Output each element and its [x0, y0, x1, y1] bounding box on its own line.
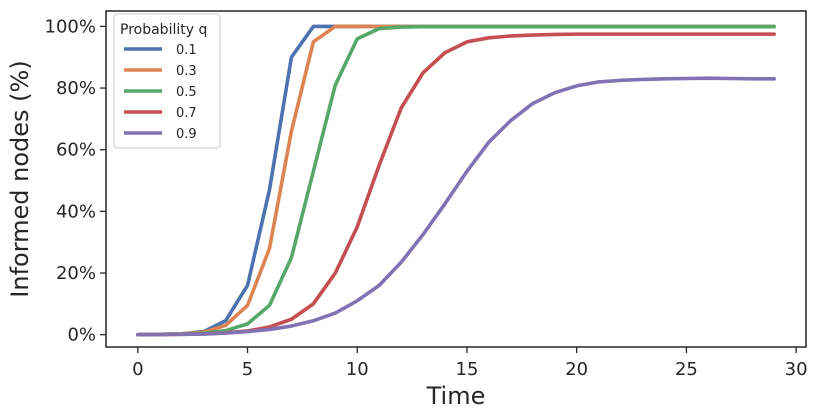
legend-label: 0.1 — [176, 43, 197, 58]
x-tick-label: 10 — [346, 359, 369, 380]
legend-label: 0.7 — [176, 106, 197, 121]
y-tick-label: 80% — [56, 78, 96, 99]
y-tick-label: 20% — [56, 263, 96, 284]
x-tick-label: 15 — [456, 359, 479, 380]
y-tick-label: 60% — [56, 140, 96, 161]
series-line-q-0-5 — [136, 24, 776, 337]
y-tick-label: 0% — [67, 325, 96, 346]
legend-items: 0.1 0.3 0.5 0.7 0.9 — [124, 43, 197, 142]
x-tick-label: 5 — [242, 359, 253, 380]
y-tick-label: 40% — [56, 201, 96, 222]
y-tick-label: 100% — [45, 16, 96, 37]
series-line-q-0-9 — [136, 76, 776, 337]
ticks: 0 5 10 15 20 25 30 0% 20% 40% 60% 80% 100% — [45, 16, 808, 380]
x-tick-label: 0 — [132, 359, 143, 380]
x-tick-label: 30 — [785, 359, 808, 380]
plot-frame — [105, 10, 807, 348]
legend-label: 0.5 — [176, 85, 197, 100]
legend-title: Probability q — [120, 22, 207, 38]
legend-label: 0.9 — [176, 127, 197, 142]
x-axis-title: Time — [426, 382, 486, 410]
x-tick-label: 25 — [675, 359, 698, 380]
legend: Probability q 0.1 0.3 0.5 0.7 0.9 — [113, 13, 221, 149]
series-lines — [136, 24, 776, 337]
legend-label: 0.3 — [176, 64, 197, 79]
y-axis-title: Informed nodes (%) — [6, 60, 34, 297]
x-tick-label: 20 — [565, 359, 588, 380]
